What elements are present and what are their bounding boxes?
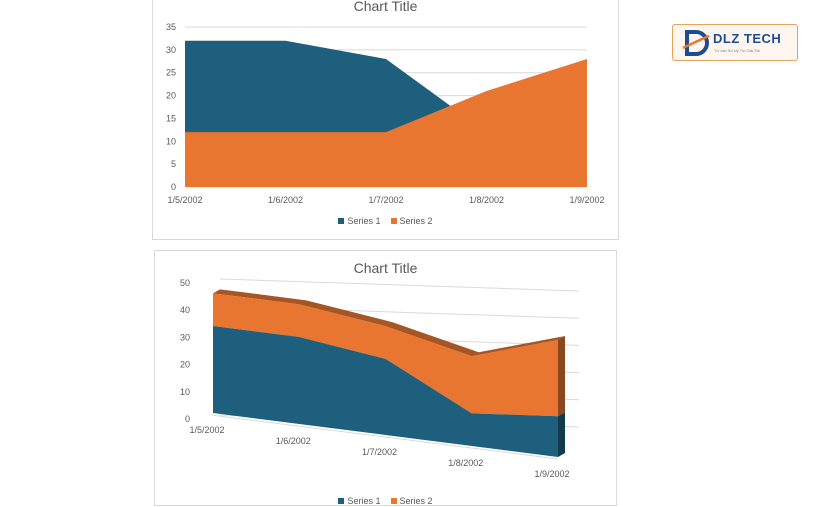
y-tick-label: 10	[166, 136, 176, 146]
y-tick-label: 20	[180, 360, 190, 370]
legend-swatch-series-2	[390, 498, 397, 504]
y-tick-label: 50	[180, 278, 190, 288]
area-series-1	[213, 325, 558, 457]
area-series-2	[185, 59, 587, 187]
area-chart-2d-plot: 0 5 10 15 20 25 30 35 1/5/2002 1/6/2002 1/7/2002 1/…	[166, 22, 605, 205]
legend-swatch-series-1	[338, 218, 345, 224]
y-tick-label: 10	[180, 387, 190, 397]
x-tick-label: 1/5/2002	[167, 195, 202, 205]
area-chart-3d: Chart Title 0 10 20 30 40 50 1/5/2002 1/6/2002 1…	[154, 250, 617, 506]
logo-tagline: Tư vấn Số Uy Tín Giá Tốt	[714, 48, 760, 53]
dlz-tech-logo: DLZ TECH Tư vấn Số Uy Tín Giá Tốt	[672, 24, 798, 61]
x-axis-line	[210, 414, 559, 460]
area-series-1-side	[558, 412, 565, 457]
legend-label-series-2: Series 2	[399, 216, 433, 226]
x-tick-label: 1/9/2002	[569, 195, 604, 205]
x-tick-label: 1/6/2002	[268, 195, 303, 205]
legend-item-series-1: Series 1	[338, 216, 381, 226]
x-tick-label: 1/5/2002	[189, 425, 224, 435]
area-chart-3d-plot: 0 10 20 30 40 50 1/5/2002 1/6/2002 1/7/2002 1/8/2…	[180, 278, 580, 479]
legend-label-series-1: Series 1	[347, 496, 381, 506]
legend-item-series-2: Series 2	[390, 216, 433, 226]
x-tick-label: 1/7/2002	[368, 195, 403, 205]
legend-item-series-2: Series 2	[390, 496, 433, 506]
legend-swatch-series-2	[390, 218, 397, 224]
x-tick-label: 1/8/2002	[448, 458, 483, 468]
area-series-2	[213, 293, 558, 417]
x-tick-label: 1/6/2002	[276, 436, 311, 446]
y-tick-label: 15	[166, 113, 176, 123]
gridline	[219, 278, 580, 292]
legend-label-series-1: Series 1	[347, 216, 381, 226]
legend-swatch-series-1	[338, 498, 345, 504]
area-series-2-side	[558, 336, 565, 417]
y-tick-label: 20	[166, 91, 176, 101]
legend-item-series-1: Series 1	[338, 496, 381, 506]
x-tick-label: 1/8/2002	[469, 195, 504, 205]
chart-title: Chart Title	[353, 0, 418, 14]
y-tick-label: 5	[171, 159, 176, 169]
y-tick-label: 40	[180, 305, 190, 315]
y-tick-label: 0	[171, 182, 176, 192]
chart-title: Chart Title	[353, 260, 418, 276]
y-tick-label: 35	[166, 22, 176, 32]
y-tick-label: 25	[166, 68, 176, 78]
y-tick-label: 30	[180, 332, 190, 342]
legend-label-series-2: Series 2	[399, 496, 433, 506]
logo-mark-icon	[682, 30, 710, 56]
area-chart-2d: Chart Title 0 5 10 15 20 25 30 35 1/5/2002 1/6/20…	[152, 0, 619, 240]
chart-legend: Series 1 Series 2	[153, 216, 618, 226]
chart-legend: Series 1 Series 2	[155, 496, 616, 506]
logo-name: DLZ TECH	[713, 31, 782, 46]
area-series-2-top	[213, 289, 565, 357]
y-tick-label: 0	[185, 414, 190, 424]
y-tick-label: 30	[166, 45, 176, 55]
x-tick-label: 1/7/2002	[362, 447, 397, 457]
x-tick-label: 1/9/2002	[534, 469, 569, 479]
